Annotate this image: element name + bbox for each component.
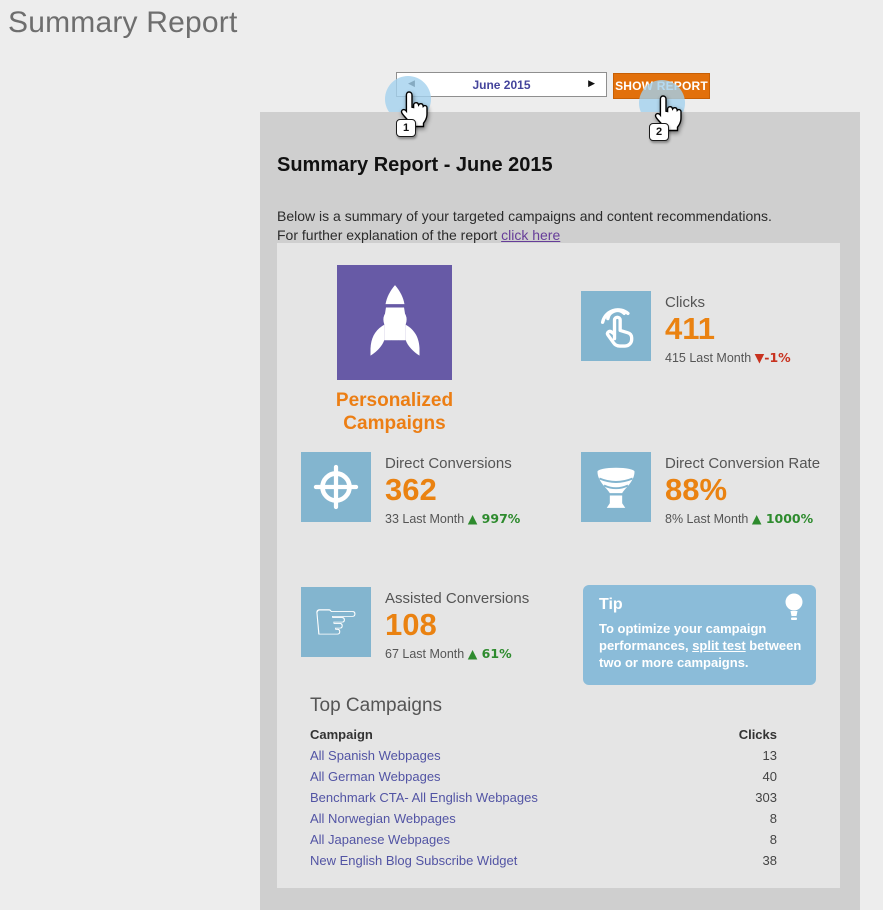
rocket-tile bbox=[337, 265, 452, 380]
next-month-icon[interactable]: ▶ bbox=[588, 79, 595, 89]
month-selector-value: June 2015 bbox=[472, 77, 531, 92]
metric-label: Clicks bbox=[665, 294, 705, 311]
top-campaigns-table: Campaign Clicks All Spanish Webpages 13 … bbox=[310, 724, 777, 871]
metric-assisted-conversions: ☞ Assisted Conversions 108 67 Last Month… bbox=[301, 587, 529, 661]
rocket-icon bbox=[369, 284, 420, 356]
metric-delta: ▲ 997% bbox=[467, 511, 521, 526]
metric-label: Direct Conversions bbox=[385, 455, 512, 472]
tip-text-after: between two or more campaigns. bbox=[599, 638, 802, 670]
metric-change: 415 Last Month ▼-1% bbox=[665, 350, 791, 365]
hand-cursor-icon bbox=[654, 95, 682, 132]
campaign-link[interactable]: All Norwegian Webpages bbox=[310, 811, 456, 826]
metric-label: Assisted Conversions bbox=[385, 590, 530, 607]
metric-value: 411 bbox=[665, 311, 716, 346]
metric-clicks: Clicks 411 415 Last Month ▼-1% bbox=[581, 291, 791, 365]
metric-value: 362 bbox=[385, 472, 437, 507]
campaign-link[interactable]: New English Blog Subscribe Widget bbox=[310, 853, 518, 868]
campaign-link[interactable]: All German Webpages bbox=[310, 769, 441, 784]
column-header-clicks: Clicks bbox=[738, 727, 777, 742]
campaign-link[interactable]: All Spanish Webpages bbox=[310, 748, 441, 763]
metric-direct-conversion-rate: Direct Conversion Rate 88% 8% Last Month… bbox=[581, 452, 820, 526]
table-row: All Spanish Webpages 13 bbox=[310, 745, 777, 766]
metric-delta: ▼-1% bbox=[754, 350, 791, 365]
tip-text-before: To optimize your campaign performances, bbox=[599, 621, 767, 653]
table-row: All Norwegian Webpages 8 bbox=[310, 808, 777, 829]
metric-change: 8% Last Month ▲ 1000% bbox=[665, 511, 820, 526]
metric-direct-conversions: Direct Conversions 362 33 Last Month ▲ 9… bbox=[301, 452, 520, 526]
metric-delta: ▲ 1000% bbox=[751, 511, 814, 526]
metric-last-month: 33 Last Month bbox=[385, 512, 465, 526]
table-row: Benchmark CTA- All English Webpages 303 bbox=[310, 787, 777, 808]
table-row: All German Webpages 40 bbox=[310, 766, 777, 787]
table-row: All Japanese Webpages 8 bbox=[310, 829, 777, 850]
column-header-campaign: Campaign bbox=[310, 727, 373, 742]
metric-last-month: 67 Last Month bbox=[385, 647, 465, 661]
campaign-link[interactable]: All Japanese Webpages bbox=[310, 832, 450, 847]
pointing-hand-icon: ☞ bbox=[301, 587, 371, 657]
funnel-icon bbox=[581, 452, 651, 522]
metric-change: 33 Last Month ▲ 997% bbox=[385, 511, 520, 526]
report-description: Below is a summary of your targeted camp… bbox=[277, 207, 772, 245]
table-row: New English Blog Subscribe Widget 38 bbox=[310, 850, 777, 871]
target-icon bbox=[301, 452, 371, 522]
page-title: Summary Report bbox=[8, 6, 238, 39]
clicks-value: 8 bbox=[769, 811, 777, 826]
tip-box: Tip To optimize your campaign performanc… bbox=[583, 585, 816, 685]
campaign-link[interactable]: Benchmark CTA- All English Webpages bbox=[310, 790, 538, 805]
pointing-hand-glyph: ☞ bbox=[311, 590, 361, 653]
click-here-link[interactable]: click here bbox=[501, 227, 561, 243]
metric-label: Direct Conversion Rate bbox=[665, 455, 821, 472]
clicks-value: 13 bbox=[762, 748, 777, 763]
tap-click-icon bbox=[581, 291, 651, 361]
step-badge-1: 1 bbox=[396, 119, 416, 137]
table-header-row: Campaign Clicks bbox=[310, 724, 777, 745]
metric-last-month: 415 Last Month bbox=[665, 351, 752, 365]
clicks-value: 8 bbox=[769, 832, 777, 847]
lightbulb-icon bbox=[785, 593, 803, 620]
clicks-value: 40 bbox=[762, 769, 777, 784]
metric-value: 88% bbox=[665, 472, 728, 507]
tip-text: To optimize your campaign performances, … bbox=[599, 620, 802, 671]
top-campaigns-heading: Top Campaigns bbox=[310, 695, 443, 716]
description-line2: For further explanation of the report bbox=[277, 227, 502, 243]
report-heading: Summary Report - June 2015 bbox=[277, 154, 553, 176]
metrics-panel: Personalized Campaigns Clicks 411 415 La… bbox=[277, 243, 840, 888]
summary-report-card: Summary Report - June 2015 Below is a su… bbox=[260, 112, 860, 910]
tip-title: Tip bbox=[599, 596, 623, 613]
split-test-link[interactable]: split test bbox=[692, 638, 746, 653]
description-line1: Below is a summary of your targeted camp… bbox=[277, 208, 772, 224]
month-selector[interactable]: ◀ June 2015 ▶ bbox=[396, 72, 607, 97]
hand-cursor-icon bbox=[400, 91, 428, 128]
metric-value: 108 bbox=[385, 607, 437, 642]
metric-change: 67 Last Month ▲ 61% bbox=[385, 646, 529, 661]
clicks-value: 38 bbox=[762, 853, 777, 868]
campaign-type-label: Personalized Campaigns bbox=[335, 390, 454, 434]
step-badge-2: 2 bbox=[649, 123, 669, 141]
metric-last-month: 8% Last Month bbox=[665, 512, 749, 526]
metric-delta: ▲ 61% bbox=[467, 646, 512, 661]
clicks-value: 303 bbox=[755, 790, 777, 805]
